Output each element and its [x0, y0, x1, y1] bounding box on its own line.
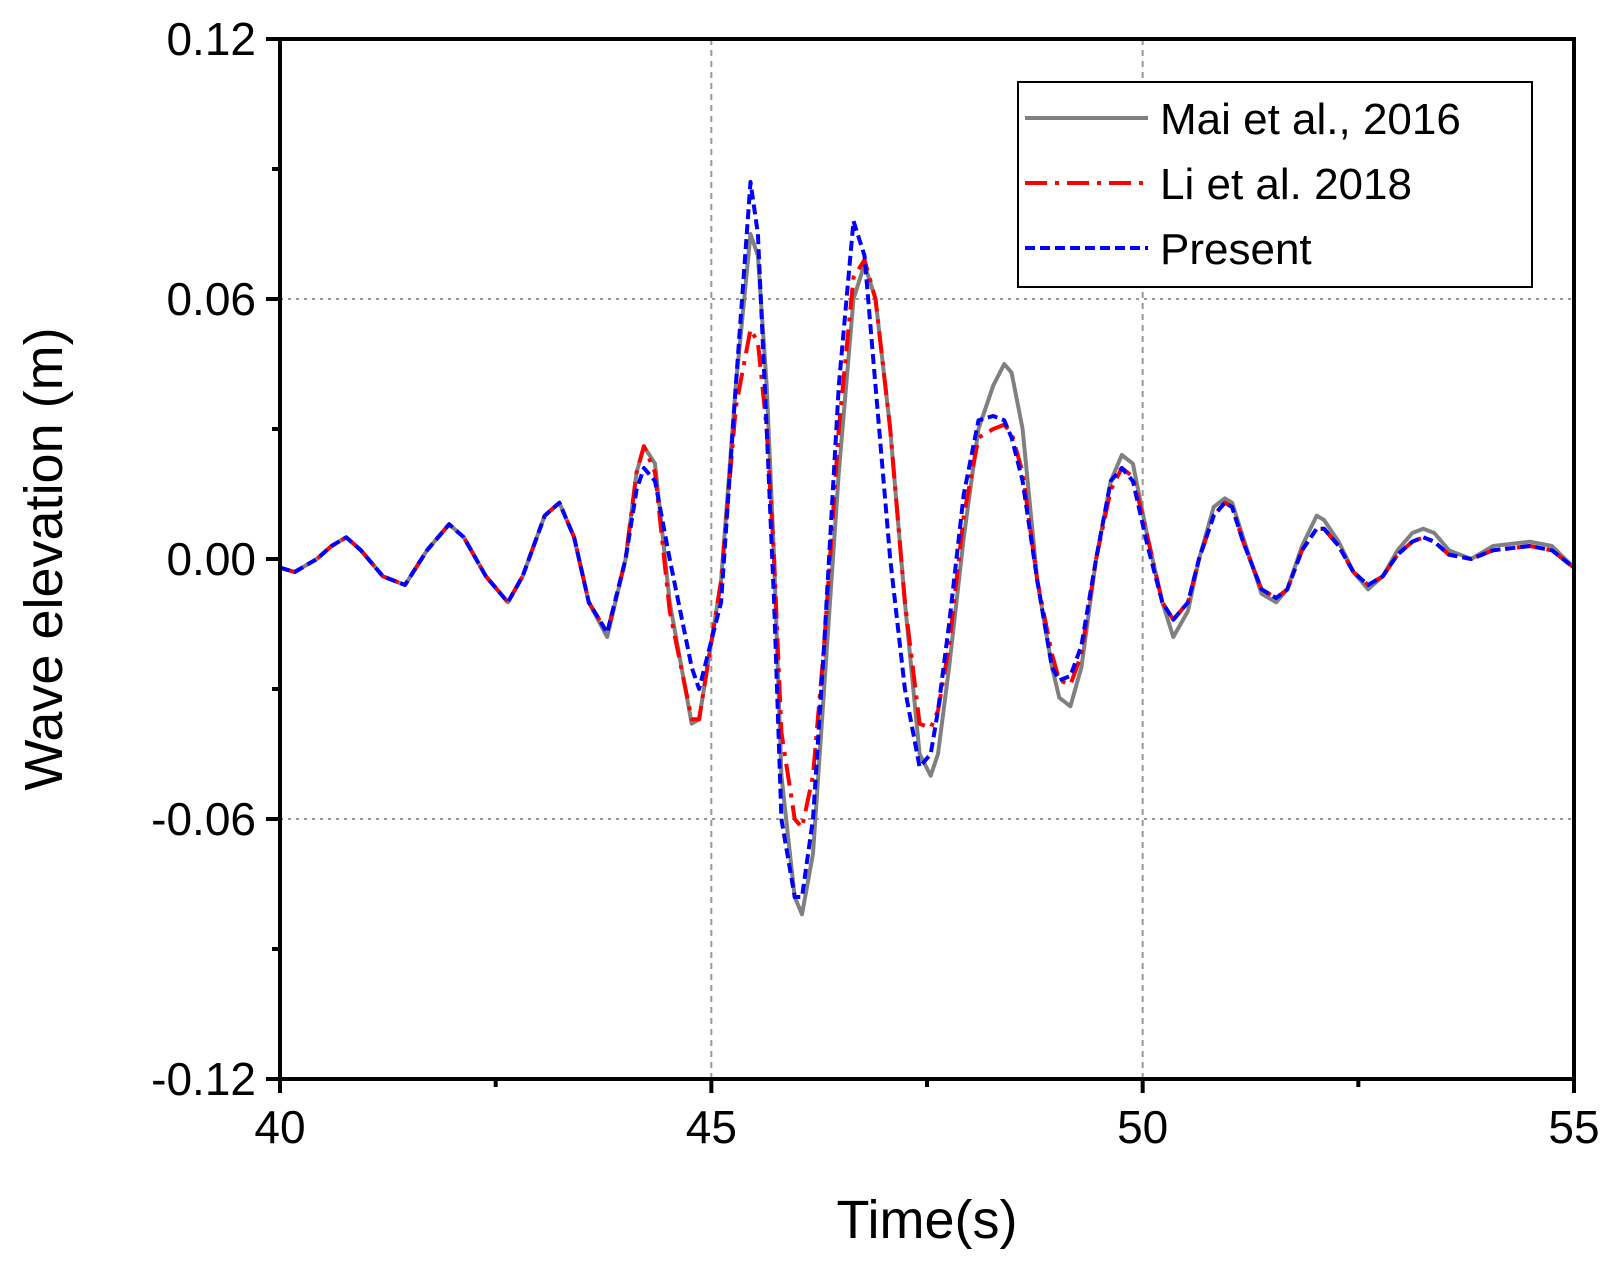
legend-label-present: Present — [1160, 225, 1312, 274]
x-tick-label: 50 — [1117, 1101, 1168, 1153]
series-line-1 — [280, 258, 1574, 830]
y-axis-title: Wave elevation (m) — [14, 327, 74, 790]
y-tick-label: 0.00 — [166, 533, 256, 585]
legend-label-mai: Mai et al., 2016 — [1160, 95, 1461, 144]
x-tick-label: 45 — [686, 1101, 737, 1153]
x-tick-label: 40 — [254, 1101, 305, 1153]
series-lines — [280, 180, 1574, 917]
x-axis-title: Time(s) — [837, 1190, 1018, 1250]
legend-label-li: Li et al. 2018 — [1160, 160, 1412, 209]
y-tick-label: -0.06 — [151, 793, 256, 845]
y-tick-labels: 0.12 0.06 0.00 -0.06 -0.12 — [151, 13, 256, 1105]
axis-ticks — [266, 37, 1576, 1093]
legend: Mai et al., 2016 Li et al. 2018 Present — [1017, 81, 1533, 288]
y-tick-label: 0.06 — [166, 273, 256, 325]
y-tick-label: 0.12 — [166, 13, 256, 65]
series-line-2 — [280, 180, 1574, 899]
grid-lines — [280, 39, 1574, 1079]
x-tick-label: 55 — [1548, 1101, 1599, 1153]
x-tick-labels: 40 45 50 55 — [254, 1101, 1599, 1153]
y-tick-label: -0.12 — [151, 1053, 256, 1105]
